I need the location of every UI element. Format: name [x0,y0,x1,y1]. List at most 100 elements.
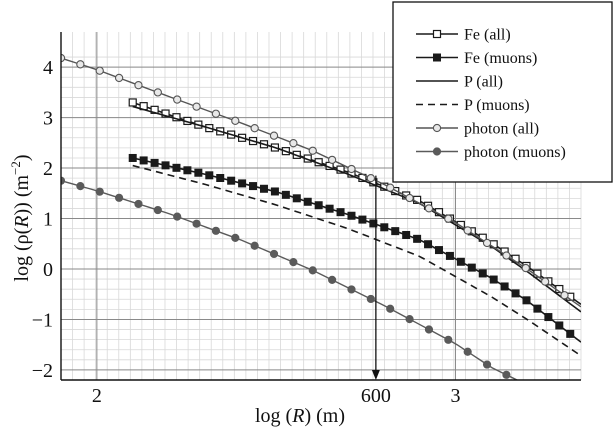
data-point [369,219,378,228]
data-point [502,251,511,260]
data-point [303,197,312,206]
data-point [402,230,411,239]
data-point [336,208,345,217]
data-point [467,263,476,272]
data-point [161,161,170,170]
data-point [566,329,575,338]
data-point [391,227,400,236]
data-point [366,294,375,304]
data-point [281,190,290,199]
data-point [153,205,162,215]
plot-frame [60,32,581,381]
data-point [424,325,434,334]
series-line [132,164,581,357]
data-point [76,60,85,69]
data-point [386,183,395,192]
data-point [413,234,422,243]
data-point [173,95,182,104]
data-point [150,158,159,167]
legend-item: Fe (muons) [416,50,537,67]
data-point [386,304,395,313]
data-point [292,194,301,203]
data-point [183,166,192,175]
legend-item: photon (muons) [416,144,566,161]
data-point [134,81,143,90]
legend-item: P (muons) [416,97,530,114]
data-point [489,275,498,284]
data-point [308,266,317,275]
data-point [128,98,137,107]
data-point [95,66,104,75]
data-point [308,146,317,155]
data-point [172,163,181,172]
data-point [463,226,472,235]
legend-label: Fe (muons) [464,50,537,67]
data-point [424,204,434,213]
data-point [522,296,531,305]
data-point [205,171,214,180]
data-point [76,182,85,191]
y-tick-label: 4 [43,57,53,79]
legend: Fe (all) Fe (muons) P (all) P (muons) photon… [392,1,613,183]
data-point [482,238,492,248]
data-point [540,277,550,286]
legend-marker [432,29,442,39]
data-point [463,347,472,356]
data-point [327,155,337,165]
data-point [511,289,520,298]
data-point [560,291,569,300]
data-point [347,164,356,174]
data-point [134,199,143,209]
y-tick-label: −1 [32,309,53,331]
legend-label: P (muons) [464,97,530,114]
data-point [424,240,433,249]
data-point [444,335,453,344]
data-point [366,173,375,183]
series-3 [132,164,581,357]
data-point [192,102,201,111]
data-point [521,263,530,273]
y-tick-label: 3 [43,108,53,130]
data-point [358,215,367,224]
series-line [61,57,581,308]
y-axis-label: log (ρ(R)) (m−2) [8,154,33,281]
annotation-arrow-head [371,370,380,380]
annotation [371,175,380,380]
legend-item: Fe (all) [416,27,511,44]
legend-marker [433,53,441,62]
data-point [128,153,137,162]
data-point [347,285,356,294]
data-point [502,370,511,379]
data-point [231,233,240,242]
data-point [194,168,203,177]
data-point [555,321,564,330]
y-tick-label: 1 [43,209,53,231]
series-group [61,53,581,380]
legend-item: P (all) [416,74,503,91]
data-point [153,88,162,97]
data-point [328,275,337,284]
x-axis-label: log (R) (m) [255,405,345,427]
data-point [270,187,279,196]
data-point [95,187,104,196]
data-point [227,176,236,185]
tick-labels: −2 −1 0 1 2 3 4 2 600 3 [32,57,461,407]
y-tick-label: −2 [32,360,53,382]
legend-label: photon (all) [464,121,539,138]
legend-marker [432,147,442,156]
data-point [533,304,542,313]
data-point [192,219,201,228]
data-point [289,258,298,267]
data-point [478,269,487,278]
legend-label: Fe (all) [464,27,511,44]
data-point [445,251,454,260]
legend-item: photon (all) [416,121,539,138]
data-point [269,131,279,140]
data-point [249,182,258,191]
data-point [444,214,453,223]
data-point [216,174,225,183]
data-point [250,241,259,250]
data-point [482,360,492,369]
data-point [238,179,247,188]
